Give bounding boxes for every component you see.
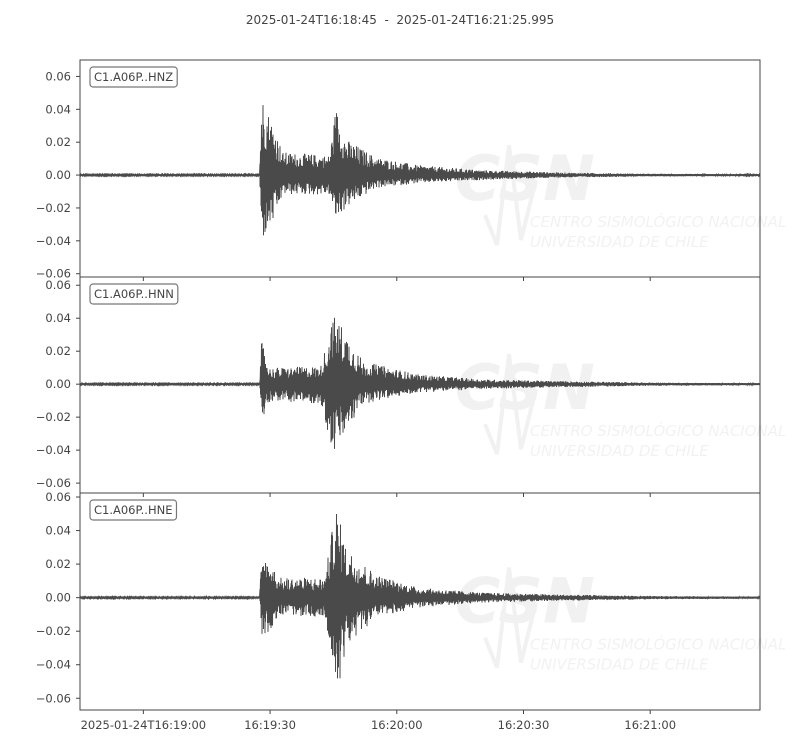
axes-frame bbox=[79, 492, 761, 711]
watermark-wave bbox=[483, 353, 538, 455]
watermark-line1: CENTRO SISMOLÓGICO NACIONAL bbox=[530, 212, 786, 231]
y-tick-label: 0.06 bbox=[45, 278, 71, 292]
y-tick-label: 0.00 bbox=[45, 591, 71, 605]
y-tick-label: 0.00 bbox=[45, 168, 71, 182]
watermark-wave bbox=[483, 567, 538, 669]
waveform-hne bbox=[79, 513, 761, 679]
y-tick-label: −0.04 bbox=[36, 658, 71, 672]
y-tick-label: −0.02 bbox=[36, 410, 71, 424]
trace-label-box bbox=[89, 283, 179, 305]
y-tick-label: 0.06 bbox=[45, 490, 71, 504]
y-tick-label: −0.06 bbox=[36, 691, 71, 705]
watermark-wave bbox=[483, 144, 538, 246]
x-tick-label: 16:19:30 bbox=[244, 718, 296, 732]
y-tick-label: 0.04 bbox=[45, 524, 71, 538]
y-tick-label: 0.02 bbox=[45, 344, 71, 358]
y-tick-label: 0.06 bbox=[45, 69, 71, 83]
watermark-logo: CSN bbox=[455, 142, 595, 215]
trace-label-box bbox=[89, 499, 178, 521]
y-tick-label: 0.04 bbox=[45, 102, 71, 116]
watermark-line2: UNIVERSIDAD DE CHILE bbox=[530, 442, 709, 460]
x-tick-label: 16:20:30 bbox=[498, 718, 550, 732]
y-tick-label: 0.00 bbox=[45, 377, 71, 391]
watermark-line1: CENTRO SISMOLÓGICO NACIONAL bbox=[530, 635, 786, 654]
trace-label-box bbox=[89, 66, 178, 88]
trace-label: C1.A06P..HNN bbox=[94, 287, 174, 301]
y-tick-label: −0.06 bbox=[36, 476, 71, 490]
y-tick-label: 0.02 bbox=[45, 557, 71, 571]
y-tick-label: −0.02 bbox=[36, 201, 71, 215]
watermark-logo: CSN bbox=[455, 565, 595, 638]
watermark-line2: UNIVERSIDAD DE CHILE bbox=[530, 656, 709, 674]
y-tick-label: −0.06 bbox=[36, 267, 71, 281]
chart-title: 2025-01-24T16:18:45 - 2025-01-24T16:21:2… bbox=[245, 13, 555, 27]
watermark-line2: UNIVERSIDAD DE CHILE bbox=[530, 233, 709, 251]
y-tick-label: −0.02 bbox=[36, 624, 71, 638]
x-tick-label: 16:20:00 bbox=[371, 718, 423, 732]
y-tick-label: −0.04 bbox=[36, 443, 71, 457]
y-tick-label: 0.04 bbox=[45, 311, 71, 325]
watermark-line1: CENTRO SISMOLÓGICO NACIONAL bbox=[530, 421, 786, 440]
x-tick-label: 2025-01-24T16:19:00 bbox=[81, 718, 207, 732]
y-tick-label: −0.04 bbox=[36, 234, 71, 248]
y-tick-label: 0.02 bbox=[45, 135, 71, 149]
trace-label: C1.A06P..HNZ bbox=[94, 70, 173, 84]
x-tick-label: 16:21:00 bbox=[624, 718, 676, 732]
watermark-logo: CSN bbox=[455, 351, 595, 424]
trace-label: C1.A06P..HNE bbox=[94, 503, 172, 517]
